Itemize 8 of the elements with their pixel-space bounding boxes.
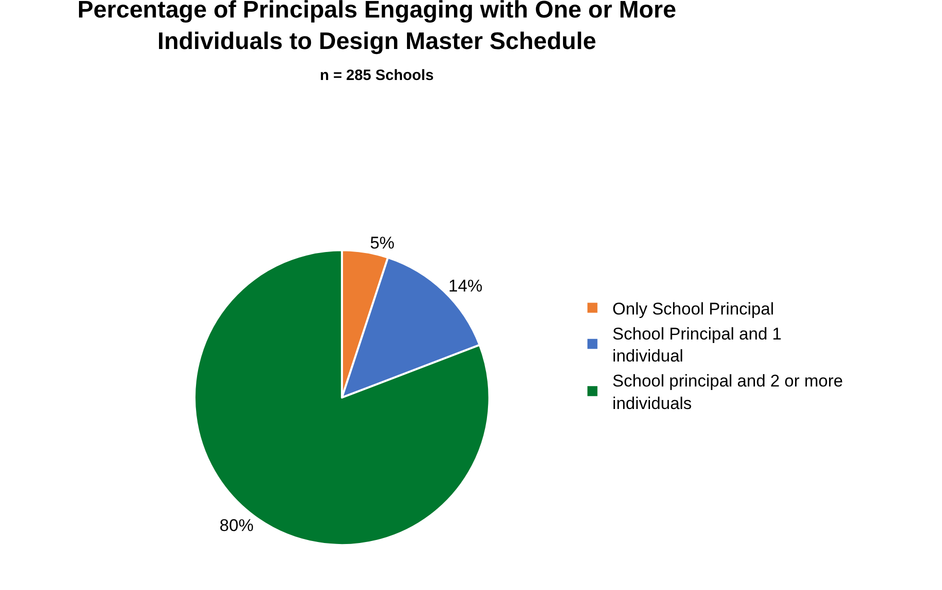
- chart-title: Percentage of Principals Engaging with One or More Individuals to Design Master Schedule: [77, 0, 676, 55]
- legend-label: School principal and 2 or more individuals: [612, 372, 843, 413]
- chart-subtitle: n = 285 Schools: [320, 67, 434, 84]
- legend-label: School Principal and 1 individual: [612, 324, 782, 366]
- data-label: 80%: [220, 516, 254, 535]
- legend-label: Only School Principal: [612, 299, 774, 318]
- data-label: 14%: [448, 276, 482, 296]
- data-label: 5%: [370, 233, 395, 252]
